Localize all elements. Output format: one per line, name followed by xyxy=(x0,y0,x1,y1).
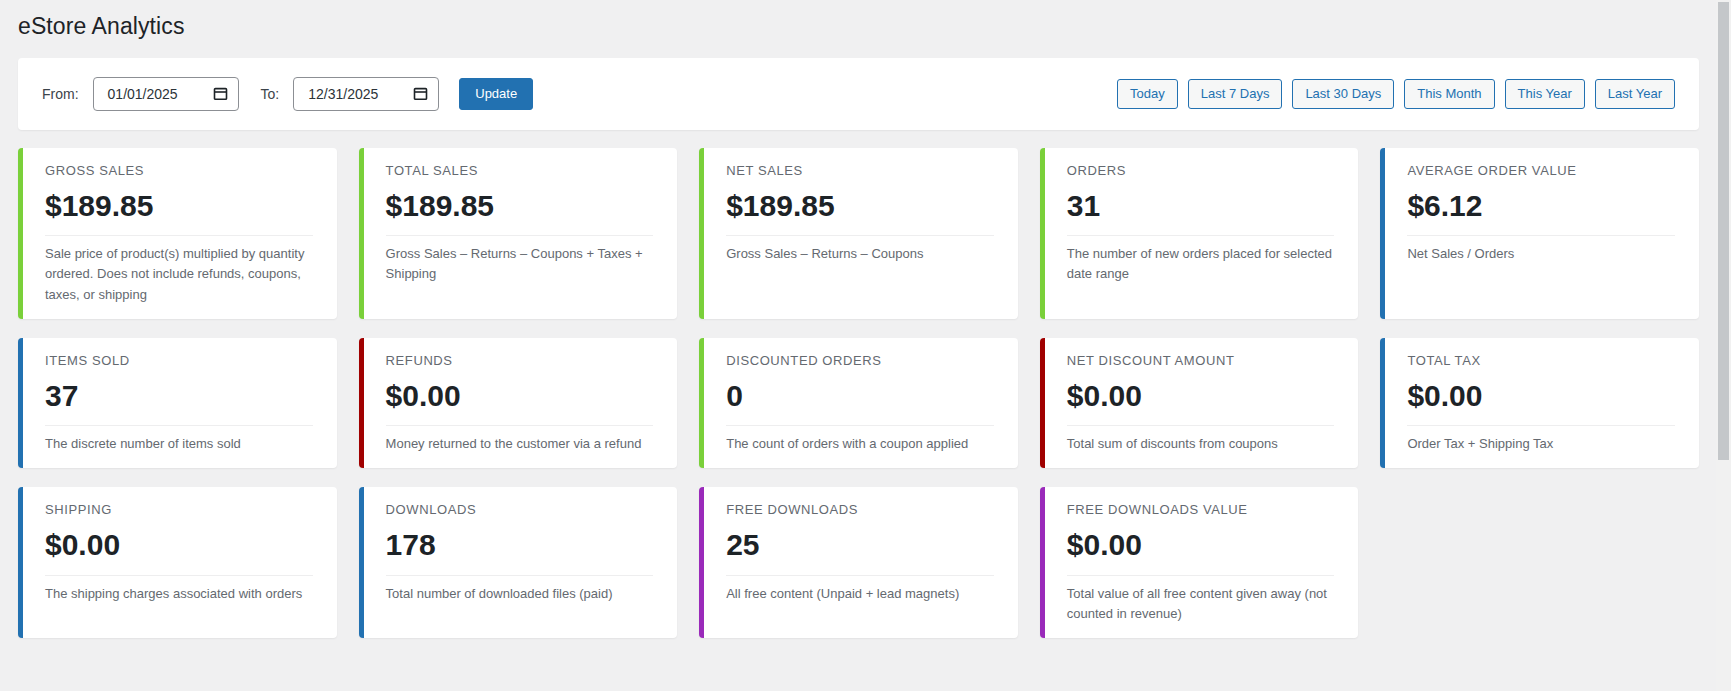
stat-card-description: Total number of downloaded files (paid) xyxy=(386,584,654,604)
stat-card-label: ITEMS SOLD xyxy=(45,353,313,370)
stats-grid: GROSS SALES $189.85 Sale price of produc… xyxy=(18,148,1699,638)
stat-card-divider xyxy=(726,575,994,576)
stat-card-label: DISCOUNTED ORDERS xyxy=(726,353,994,370)
stat-card-description: Total value of all free content given aw… xyxy=(1067,584,1335,624)
stat-card-downloads: DOWNLOADS 178 Total number of downloaded… xyxy=(359,487,678,638)
stat-card-divider xyxy=(386,425,654,426)
stat-card-description: Sale price of product(s) multiplied by q… xyxy=(45,244,313,304)
stat-card-label: ORDERS xyxy=(1067,163,1335,180)
stat-card-description: Order Tax + Shipping Tax xyxy=(1407,434,1675,454)
quick-range-this-year[interactable]: This Year xyxy=(1505,79,1585,109)
from-date-input[interactable]: 01/01/2025 xyxy=(93,77,239,111)
stat-card-value: 25 xyxy=(726,526,994,564)
stat-card-divider xyxy=(386,575,654,576)
quick-range-this-month[interactable]: This Month xyxy=(1404,79,1494,109)
page-content: eStore Analytics From: 01/01/2025 To: 12… xyxy=(0,0,1731,638)
from-date-value: 01/01/2025 xyxy=(108,86,178,102)
stat-card-shipping: SHIPPING $0.00 The shipping charges asso… xyxy=(18,487,337,638)
stat-card-label: GROSS SALES xyxy=(45,163,313,180)
quick-range-today[interactable]: Today xyxy=(1117,79,1178,109)
stat-card-total-sales: TOTAL SALES $189.85 Gross Sales – Return… xyxy=(359,148,678,319)
stat-card-average-order-value: AVERAGE ORDER VALUE $6.12 Net Sales / Or… xyxy=(1380,148,1699,319)
stat-card-value: $0.00 xyxy=(386,377,654,415)
stat-card-label: SHIPPING xyxy=(45,502,313,519)
date-range-controls: From: 01/01/2025 To: 12/31/2025 xyxy=(42,77,533,111)
stat-card-divider xyxy=(45,575,313,576)
quick-range-last-year[interactable]: Last Year xyxy=(1595,79,1675,109)
stat-card-value: $0.00 xyxy=(1067,526,1335,564)
stat-card-divider xyxy=(1407,425,1675,426)
stat-card-value: $0.00 xyxy=(1407,377,1675,415)
stat-card-description: Gross Sales – Returns – Coupons xyxy=(726,244,994,264)
stat-card-description: The count of orders with a coupon applie… xyxy=(726,434,994,454)
to-date-input[interactable]: 12/31/2025 xyxy=(293,77,439,111)
calendar-icon[interactable] xyxy=(413,86,428,101)
stat-card-label: NET SALES xyxy=(726,163,994,180)
stat-card-divider xyxy=(1067,235,1335,236)
stat-card-description: Gross Sales – Returns – Coupons + Taxes … xyxy=(386,244,654,284)
to-label: To: xyxy=(261,86,280,102)
quick-range-last-30-days[interactable]: Last 30 Days xyxy=(1292,79,1394,109)
stat-card-label: REFUNDS xyxy=(386,353,654,370)
stat-card-divider xyxy=(726,425,994,426)
stat-card-divider xyxy=(45,235,313,236)
stat-card-discounted-orders: DISCOUNTED ORDERS 0 The count of orders … xyxy=(699,338,1018,469)
stat-card-net-sales: NET SALES $189.85 Gross Sales – Returns … xyxy=(699,148,1018,319)
stat-card-orders: ORDERS 31 The number of new orders place… xyxy=(1040,148,1359,319)
stat-card-label: AVERAGE ORDER VALUE xyxy=(1407,163,1675,180)
stat-card-free-downloads-value: FREE DOWNLOADS VALUE $0.00 Total value o… xyxy=(1040,487,1359,638)
page-title: eStore Analytics xyxy=(18,12,1699,42)
stat-card-value: 0 xyxy=(726,377,994,415)
update-button[interactable]: Update xyxy=(459,78,533,110)
stat-card-divider xyxy=(1407,235,1675,236)
stat-card-gross-sales: GROSS SALES $189.85 Sale price of produc… xyxy=(18,148,337,319)
stat-card-description: The discrete number of items sold xyxy=(45,434,313,454)
stat-card-value: $189.85 xyxy=(726,187,994,225)
stat-card-description: The shipping charges associated with ord… xyxy=(45,584,313,604)
stat-card-divider xyxy=(726,235,994,236)
calendar-icon[interactable] xyxy=(213,86,228,101)
stat-card-description: Net Sales / Orders xyxy=(1407,244,1675,264)
stat-card-value: $6.12 xyxy=(1407,187,1675,225)
stat-card-value: 31 xyxy=(1067,187,1335,225)
stat-card-label: TOTAL SALES xyxy=(386,163,654,180)
stat-card-value: $189.85 xyxy=(45,187,313,225)
estore-analytics-page: eStore Analytics From: 01/01/2025 To: 12… xyxy=(0,0,1731,691)
stat-card-items-sold: ITEMS SOLD 37 The discrete number of ite… xyxy=(18,338,337,469)
stat-card-label: TOTAL TAX xyxy=(1407,353,1675,370)
stat-card-net-discount-amount: NET DISCOUNT AMOUNT $0.00 Total sum of d… xyxy=(1040,338,1359,469)
stat-card-refunds: REFUNDS $0.00 Money returned to the cust… xyxy=(359,338,678,469)
stat-card-description: Money returned to the customer via a ref… xyxy=(386,434,654,454)
stat-card-value: $0.00 xyxy=(1067,377,1335,415)
stat-card-divider xyxy=(1067,425,1335,426)
stat-card-value: $189.85 xyxy=(386,187,654,225)
stat-card-value: 37 xyxy=(45,377,313,415)
stat-card-label: FREE DOWNLOADS VALUE xyxy=(1067,502,1335,519)
scrollbar-thumb[interactable] xyxy=(1718,2,1729,460)
stat-card-label: DOWNLOADS xyxy=(386,502,654,519)
filter-bar: From: 01/01/2025 To: 12/31/2025 xyxy=(18,58,1699,130)
stat-card-label: FREE DOWNLOADS xyxy=(726,502,994,519)
stat-card-value: 178 xyxy=(386,526,654,564)
quick-ranges: Today Last 7 Days Last 30 Days This Month Th… xyxy=(1117,79,1675,109)
page-scrollbar[interactable] xyxy=(1716,0,1731,691)
stat-card-label: NET DISCOUNT AMOUNT xyxy=(1067,353,1335,370)
stat-card-total-tax: TOTAL TAX $0.00 Order Tax + Shipping Tax xyxy=(1380,338,1699,469)
stat-card-divider xyxy=(386,235,654,236)
quick-range-last-7-days[interactable]: Last 7 Days xyxy=(1188,79,1283,109)
stat-card-description: All free content (Unpaid + lead magnets) xyxy=(726,584,994,604)
stat-card-description: Total sum of discounts from coupons xyxy=(1067,434,1335,454)
from-label: From: xyxy=(42,86,79,102)
stat-card-description: The number of new orders placed for sele… xyxy=(1067,244,1335,284)
stat-card-divider xyxy=(45,425,313,426)
to-date-value: 12/31/2025 xyxy=(308,86,378,102)
stat-card-value: $0.00 xyxy=(45,526,313,564)
stat-card-free-downloads: FREE DOWNLOADS 25 All free content (Unpa… xyxy=(699,487,1018,638)
stat-card-divider xyxy=(1067,575,1335,576)
